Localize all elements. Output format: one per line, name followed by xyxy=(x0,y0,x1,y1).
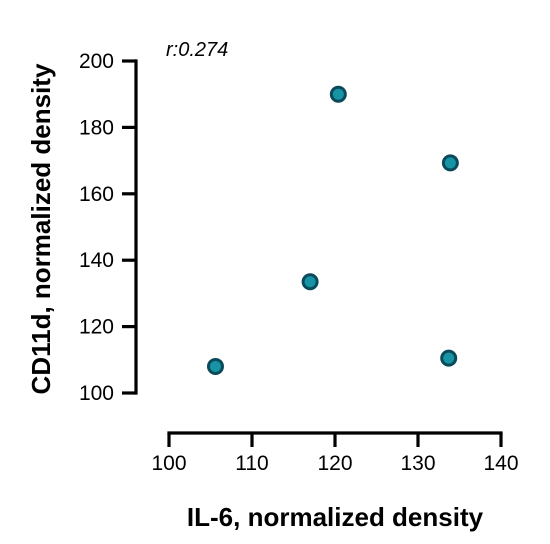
x-axis-title: IL-6, normalized density xyxy=(187,502,484,532)
data-point xyxy=(206,357,224,375)
x-tick-label: 120 xyxy=(317,452,352,475)
x-tick-label: 130 xyxy=(400,452,435,475)
y-ticks: 100 120 140 160 180 200 xyxy=(79,50,136,405)
x-ticks: 100 110 120 130 140 xyxy=(151,433,519,475)
x-tick-label: 140 xyxy=(483,452,518,475)
x-tick-label: 110 xyxy=(235,452,268,475)
y-axis-title: CD11d, normalized density xyxy=(26,63,56,394)
data-points xyxy=(206,85,459,375)
y-tick-label: 180 xyxy=(79,116,114,139)
y-tick-label: 120 xyxy=(79,316,114,339)
y-axis: 100 120 140 160 180 200 xyxy=(79,50,138,405)
data-point xyxy=(440,349,458,367)
x-tick-label: 100 xyxy=(151,452,186,475)
y-tick-label: 100 xyxy=(79,382,114,405)
y-tick-label: 140 xyxy=(79,249,114,272)
data-point xyxy=(441,154,459,172)
correlation-annotation: r:0.274 xyxy=(166,39,228,61)
y-tick-label: 160 xyxy=(79,183,114,206)
data-point xyxy=(301,273,319,291)
x-axis: 100 110 120 130 140 xyxy=(151,431,519,475)
y-tick-label: 200 xyxy=(79,50,114,73)
data-point xyxy=(329,85,347,103)
